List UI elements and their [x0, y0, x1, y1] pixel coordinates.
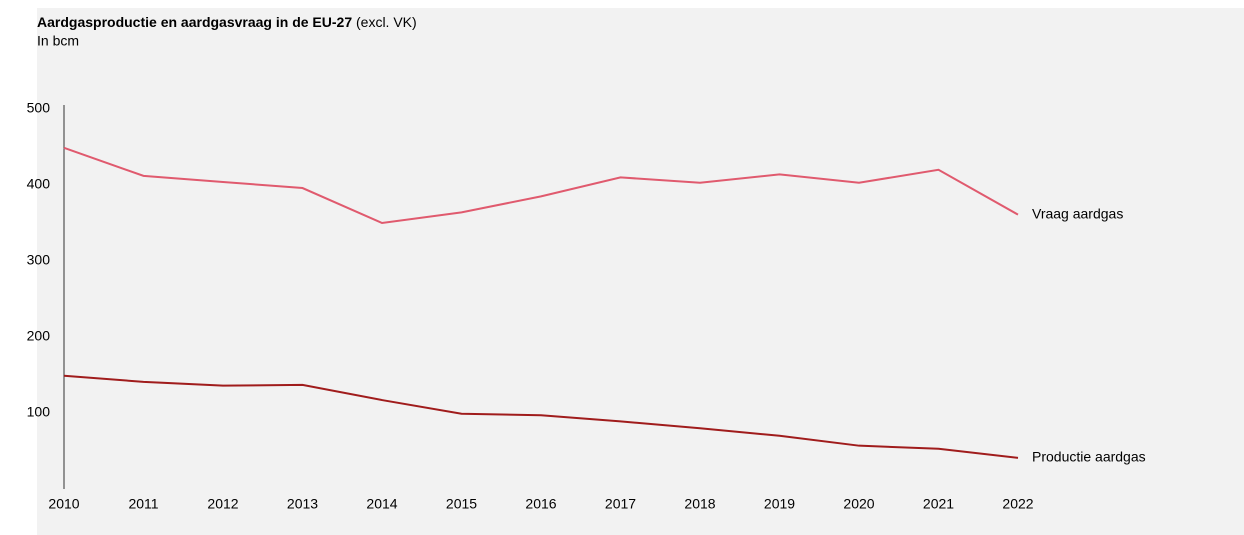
series-line — [63, 146, 1019, 225]
data-point — [1016, 213, 1020, 217]
data-point — [301, 186, 305, 190]
data-point — [937, 447, 941, 451]
data-point — [62, 374, 66, 378]
chart-title-note: (excl. VK) — [356, 14, 417, 30]
x-tick-label: 2016 — [525, 496, 556, 512]
data-point — [937, 168, 941, 172]
data-point — [778, 172, 782, 176]
y-tick-label: 200 — [27, 328, 51, 344]
x-tick-label: 2017 — [605, 496, 636, 512]
x-tick-label: 2015 — [446, 496, 477, 512]
x-tick-label: 2010 — [48, 496, 79, 512]
y-tick-label: 300 — [27, 252, 51, 268]
x-tick-label: 2014 — [366, 496, 397, 512]
data-point — [857, 444, 861, 448]
data-point — [619, 175, 623, 179]
data-point — [619, 419, 623, 423]
data-point — [380, 398, 384, 402]
y-tick-label: 500 — [27, 100, 51, 116]
chart-title-block: Aardgasproductie en aardgasvraag in de E… — [37, 14, 417, 30]
y-tick-label: 100 — [27, 404, 51, 420]
series-label: Productie aardgas — [1032, 449, 1146, 465]
x-tick-label: 2018 — [684, 496, 715, 512]
series-line — [63, 374, 1019, 459]
data-point — [142, 380, 146, 384]
data-point — [1016, 456, 1020, 460]
x-tick-label: 2013 — [287, 496, 318, 512]
x-tick-label: 2022 — [1002, 496, 1033, 512]
y-tick-label: 400 — [27, 176, 51, 192]
data-point — [539, 194, 543, 198]
chart-title: Aardgasproductie en aardgasvraag in de E… — [37, 14, 352, 30]
chart-background — [37, 8, 1244, 535]
data-point — [301, 383, 305, 387]
data-point — [539, 413, 543, 417]
x-tick-label: 2019 — [764, 496, 795, 512]
chart-subtitle: In bcm — [37, 33, 79, 49]
data-point — [62, 146, 66, 150]
x-tick-label: 2020 — [843, 496, 874, 512]
data-point — [221, 384, 225, 388]
data-point — [778, 434, 782, 438]
data-point — [221, 180, 225, 184]
data-point — [142, 174, 146, 178]
x-tick-label: 2012 — [207, 496, 238, 512]
data-point — [460, 210, 464, 214]
series-label: Vraag aardgas — [1032, 205, 1123, 221]
x-tick-label: 2011 — [128, 496, 158, 512]
x-tick-label: 2021 — [923, 496, 954, 512]
data-point — [698, 426, 702, 430]
data-point — [857, 181, 861, 185]
data-point — [698, 181, 702, 185]
data-point — [380, 221, 384, 225]
data-point — [460, 412, 464, 416]
